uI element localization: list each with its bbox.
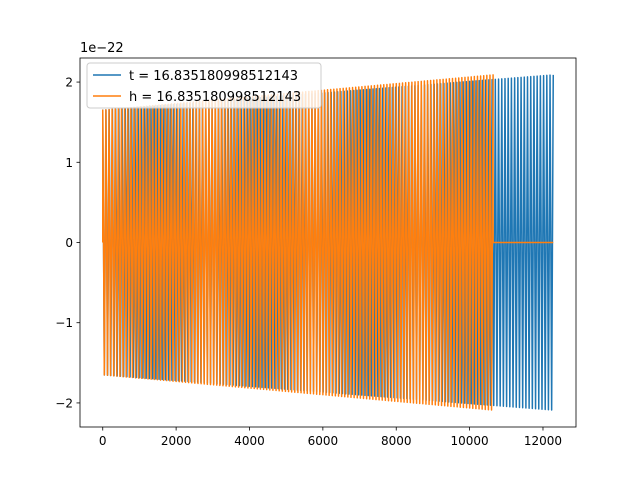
x-axis: 0 2000 4000 6000 8000 10000 12000 <box>99 427 562 448</box>
x-tick-label: 8000 <box>381 434 412 448</box>
x-tick-label: 0 <box>99 434 107 448</box>
x-tick-label: 2000 <box>161 434 192 448</box>
series-line-1 <box>102 74 554 411</box>
y-tick-label: −1 <box>55 316 73 330</box>
legend-label-t: t = 16.835180998512143 <box>129 69 298 84</box>
x-tick-label: 4000 <box>234 434 265 448</box>
x-tick-label: 6000 <box>308 434 339 448</box>
y-tick-label: 2 <box>65 76 73 90</box>
y-tick-label: 0 <box>65 236 73 250</box>
y-tick-label: 1 <box>65 156 73 170</box>
legend: t = 16.835180998512143 h = 16.8351809985… <box>86 62 322 109</box>
y-offset-label: 1e−22 <box>80 41 124 56</box>
x-tick-label: 10000 <box>451 434 489 448</box>
y-axis: −2 −1 0 1 2 <box>55 76 80 410</box>
legend-box <box>86 62 322 109</box>
plot-lines <box>102 74 554 411</box>
y-tick-label: −2 <box>55 396 73 410</box>
x-tick-label: 12000 <box>524 434 562 448</box>
legend-label-h: h = 16.835180998512143 <box>129 90 301 105</box>
